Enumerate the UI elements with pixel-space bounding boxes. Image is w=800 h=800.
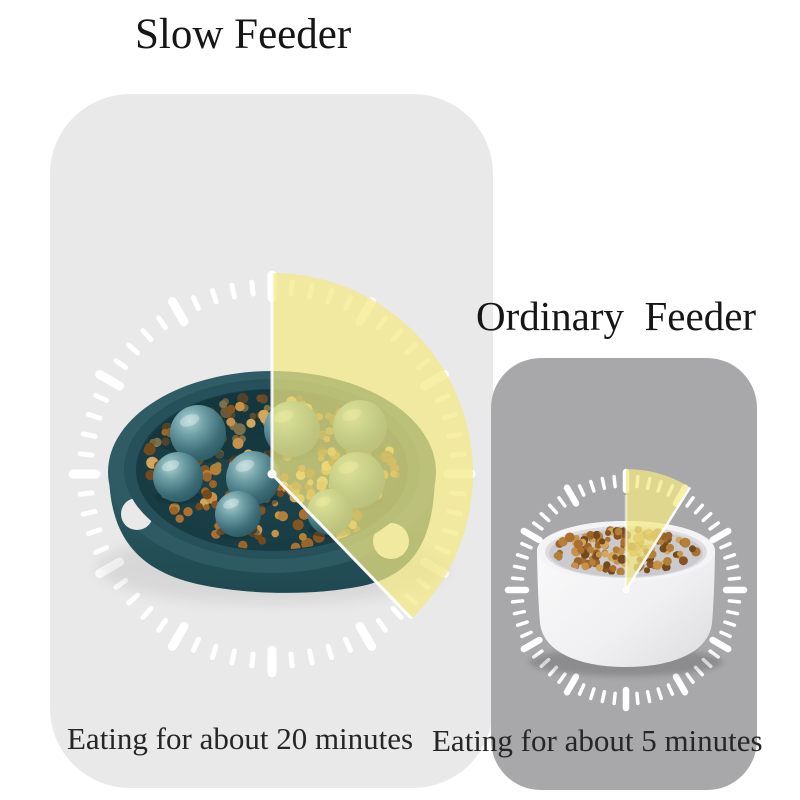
slow-feeder-title: Slow Feeder: [135, 11, 352, 58]
slow-feeder-caption: Eating for about 20 minutes: [67, 721, 414, 756]
ordinary-feeder-time-sector: [622, 469, 692, 594]
ordinary-feeder-title: Ordinary Feeder: [476, 293, 757, 339]
slow-feeder-time-sector: [267, 273, 473, 620]
ordinary-feeder-caption: Eating for about 5 minutes: [432, 723, 763, 758]
